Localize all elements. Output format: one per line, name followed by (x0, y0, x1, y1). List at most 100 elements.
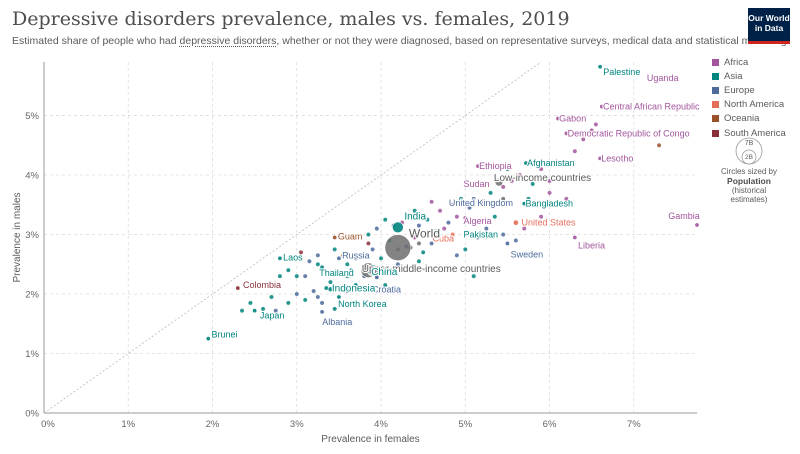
legend-swatch-north-america (712, 101, 719, 109)
data-point (311, 288, 317, 294)
legend-item-africa[interactable]: Africa (712, 55, 786, 69)
point-label: Gambia (668, 211, 700, 221)
data-point (521, 226, 527, 231)
data-point (509, 178, 515, 184)
legend-swatch-asia (712, 72, 719, 80)
legend-label: North America (724, 99, 785, 111)
data-point (285, 300, 291, 306)
data-point (315, 261, 321, 267)
point-label: Brunei (212, 330, 238, 340)
data-point-labeled (521, 201, 527, 207)
point-label: United States (522, 218, 577, 228)
data-point-labeled (597, 64, 603, 70)
data-point (446, 220, 451, 226)
data-point (319, 300, 325, 306)
data-point (572, 148, 578, 154)
data-point (564, 196, 569, 202)
y-tick-label: 4% (25, 171, 39, 182)
data-point (416, 241, 422, 246)
data-point (538, 214, 544, 220)
legend-item-asia[interactable]: Asia (712, 69, 786, 83)
point-label: Liberia (578, 241, 605, 251)
point-label: Cuba (432, 233, 454, 243)
x-tick-label: 0% (41, 419, 55, 430)
data-point-labeled (336, 255, 342, 261)
point-label: Uganda (647, 73, 679, 83)
legend-item-europe[interactable]: Europe (712, 83, 786, 97)
subtitle-text: Estimated share of people who had (12, 35, 180, 47)
data-point (340, 252, 346, 258)
data-point (424, 267, 430, 273)
data-point-labeled (366, 264, 379, 277)
point-label: Democratic Republic of Congo (568, 128, 690, 138)
data-point (277, 273, 283, 279)
data-point (450, 202, 456, 208)
region-legend: Africa Asia Europe North America Oceania… (712, 55, 786, 140)
subtitle-link[interactable]: depressive disorders (179, 35, 277, 47)
data-point (547, 178, 552, 184)
x-tick-label: 6% (543, 419, 557, 430)
owid-logo[interactable]: Our World in Data (748, 8, 790, 44)
data-point (475, 235, 481, 240)
data-point (467, 205, 472, 211)
data-point (517, 172, 523, 178)
data-point (500, 196, 506, 202)
point-label: Bangladesh (525, 199, 573, 209)
data-point (479, 199, 485, 205)
data-point (285, 267, 291, 273)
data-point (538, 166, 544, 172)
point-label: Palestine (603, 67, 640, 77)
point-label: Guam (338, 232, 363, 242)
data-point-labeled (205, 336, 211, 342)
point-label: Sweden (511, 249, 544, 259)
data-point (323, 270, 329, 276)
data-point (488, 190, 493, 196)
data-point-labeled (694, 222, 700, 228)
data-point (454, 214, 460, 220)
point-label: Japan (260, 311, 285, 321)
point-label: World (409, 227, 440, 241)
legend-item-oceania[interactable]: Oceania (712, 112, 786, 126)
point-label: Gabon (559, 114, 586, 124)
data-point-labeled (471, 196, 477, 202)
data-point-labeled (392, 221, 404, 234)
size-legend-circles: 7B 2B (735, 137, 763, 165)
data-point (416, 223, 422, 229)
data-point (315, 252, 321, 258)
data-point-labeled (504, 240, 510, 246)
data-point-labeled (277, 255, 283, 261)
data-point (374, 226, 380, 231)
x-tick-label: 3% (290, 419, 304, 430)
point-label: Croatia (372, 284, 401, 294)
data-point (361, 252, 367, 258)
data-point (328, 279, 333, 285)
data-point (513, 238, 519, 243)
y-tick-label: 5% (25, 111, 39, 122)
point-label: Laos (283, 252, 303, 262)
data-point (500, 232, 506, 237)
data-point (492, 214, 498, 220)
point-label: Afghanistan (527, 158, 575, 168)
legend-label: Oceania (724, 113, 760, 125)
data-point (559, 220, 565, 226)
data-point (458, 196, 464, 202)
data-point (412, 208, 418, 214)
data-point (454, 252, 460, 258)
size-legend-note-2: estimates) (730, 195, 768, 204)
x-tick-label: 1% (121, 419, 135, 430)
legend-item-north-america[interactable]: North America (712, 98, 786, 112)
subtitle-text-end: , whether or not they were diagnosed, ba… (276, 35, 790, 47)
x-tick-label: 5% (458, 419, 472, 430)
data-point (420, 249, 426, 255)
data-point (526, 196, 531, 202)
data-point (307, 258, 312, 264)
data-point-labeled (462, 181, 468, 187)
legend-swatch-south-america (712, 129, 719, 137)
data-point-labeled (599, 104, 605, 110)
data-point (555, 160, 561, 166)
data-point-labeled (327, 286, 334, 292)
legend-item-south-america[interactable]: South America (712, 126, 786, 140)
data-point (365, 241, 371, 246)
legend-label: Europe (724, 84, 755, 96)
